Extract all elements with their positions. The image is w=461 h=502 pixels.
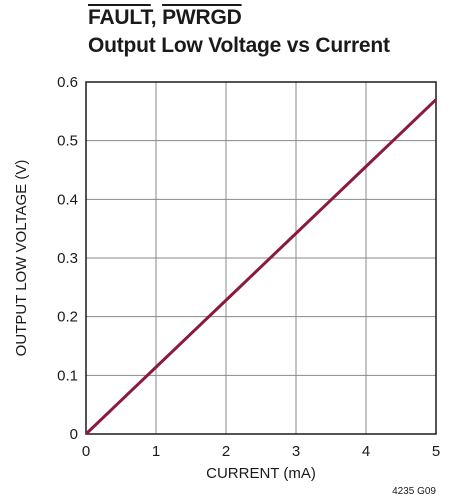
series-group <box>84 98 438 436</box>
x-tick-label: 2 <box>222 443 230 460</box>
x-tick-label: 1 <box>152 443 160 460</box>
x-tick-label: 0 <box>82 443 90 460</box>
series-line <box>84 98 438 436</box>
fault-signal-name: FAULT <box>88 6 151 29</box>
chart-title-line1: FAULT, PWRGD <box>88 4 390 32</box>
y-tick-label: 0.5 <box>57 133 78 150</box>
chart-title: FAULT, PWRGD Output Low Voltage vs Curre… <box>88 4 390 60</box>
x-tick-labels: 0 1 2 3 4 5 <box>82 443 440 460</box>
grid-lines <box>86 82 436 434</box>
x-tick-label: 3 <box>292 443 300 460</box>
y-tick-label: 0.2 <box>57 309 78 326</box>
title-separator: , <box>150 6 163 29</box>
y-tick-label: 0.3 <box>57 250 78 267</box>
pwrgd-signal-name: PWRGD <box>162 6 242 29</box>
plot-frame <box>85 81 437 435</box>
figure-number: 4235 G09 <box>392 486 436 497</box>
x-axis-label: CURRENT (mA) <box>206 465 316 482</box>
y-tick-label: 0.6 <box>57 74 78 91</box>
y-tick-labels: 0 0.1 0.2 0.3 0.4 0.5 0.6 <box>57 74 78 443</box>
y-axis-label: OUTPUT LOW VOLTAGE (V) <box>13 160 30 357</box>
y-tick-label: 0.1 <box>57 367 78 384</box>
y-tick-label: 0.4 <box>57 191 78 208</box>
x-tick-label: 5 <box>432 443 440 460</box>
y-tick-label: 0 <box>70 426 78 443</box>
chart-title-line2: Output Low Voltage vs Current <box>88 34 390 57</box>
x-tick-label: 4 <box>362 443 370 460</box>
